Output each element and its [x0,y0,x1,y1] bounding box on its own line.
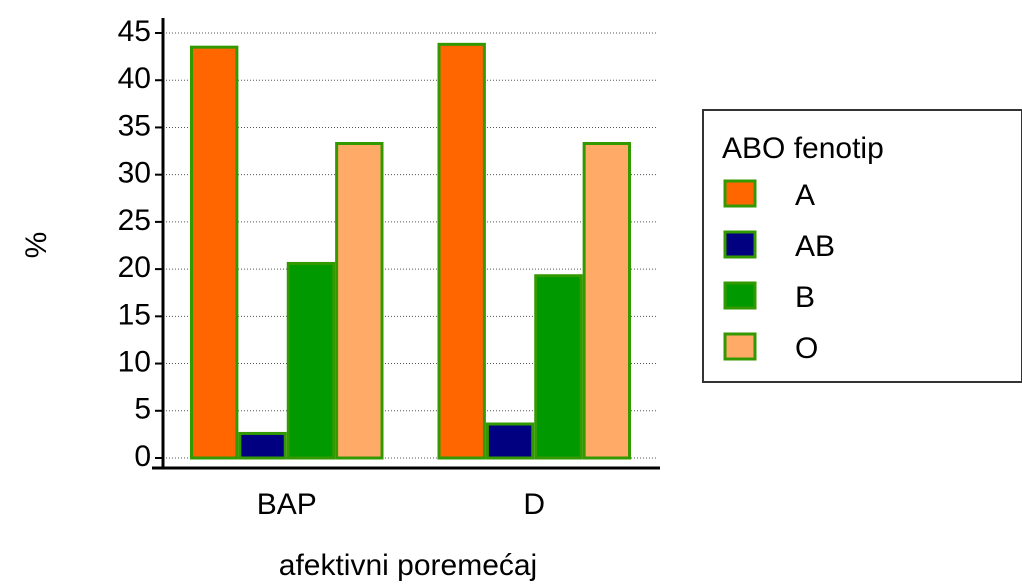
y-axis-ticks: 0 5 10 15 20 25 30 35 40 45 [118,15,163,473]
legend-swatch-b [725,283,755,308]
x-tick-label-d: D [523,488,545,521]
y-tick-label-40: 40 [118,62,151,95]
bar-bap-b [288,263,333,458]
bars [192,44,630,458]
bar-d-o [584,144,629,459]
legend-swatch-a [725,181,755,206]
bar-d-b [536,276,581,458]
y-axis-title: % [20,232,53,259]
legend-label-b: B [795,281,815,314]
legend-swatch-ab [725,232,755,257]
legend-label-a: A [795,179,815,212]
y-tick-label-0: 0 [134,440,151,473]
bar-bap-o [337,144,382,459]
bar-bap-ab [240,433,285,458]
x-axis-ticks: BAP D [257,488,545,521]
legend-swatch-o [725,334,755,359]
legend-title: ABO fenotip [722,132,884,165]
x-tick-label-bap: BAP [257,488,317,521]
y-tick-label-20: 20 [118,251,151,284]
y-tick-label-15: 15 [118,298,151,331]
legend-label-ab: AB [795,230,835,263]
y-tick-label-30: 30 [118,157,151,190]
bar-d-ab [487,424,532,458]
legend: ABO fenotip A AB BO [703,110,1022,382]
legend-label-o: O [795,332,818,365]
y-tick-label-10: 10 [118,345,151,378]
y-tick-label-5: 5 [134,393,151,426]
y-tick-label-35: 35 [118,109,151,142]
bar-bap-a [192,47,237,458]
y-tick-label-45: 45 [118,15,151,48]
y-tick-label-25: 25 [118,204,151,237]
x-axis-title: afektivni poremećaj [279,549,537,582]
bar-d-a [439,44,484,458]
